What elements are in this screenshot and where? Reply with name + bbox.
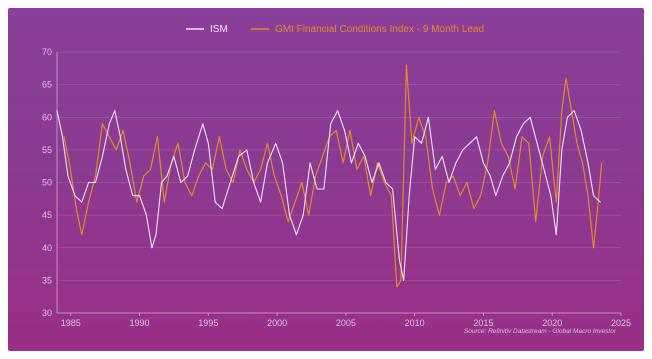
series-line-ism: [56, 110, 601, 281]
chart-panel: 30 35 40 45 50 55 60 65 70 1985 1990 1995 2000 2005 2…: [8, 8, 644, 351]
x-axis-ticks: 1985 1990 1995 2000 2005 2010 2015 2020 2025: [61, 313, 631, 328]
y-tick-label: 45: [42, 210, 52, 220]
legend: ISM GMI Financial Conditions Index - 9 M…: [186, 24, 484, 35]
x-tick-label: 2025: [611, 318, 631, 328]
axes: [56, 52, 621, 314]
x-tick-label: 2010: [405, 318, 425, 328]
x-tick-label: 1985: [61, 318, 81, 328]
x-tick-label: 2015: [473, 318, 493, 328]
y-tick-label: 40: [42, 243, 52, 253]
y-tick-label: 30: [42, 308, 52, 318]
source-note: Source: Refinitiv Datastream - Global Ma…: [464, 328, 617, 335]
series-lines: [56, 64, 603, 288]
y-tick-label: 35: [42, 275, 52, 285]
legend-label-ism: ISM: [210, 24, 228, 35]
y-tick-label: 50: [42, 178, 52, 188]
legend-label-gmi: GMI Financial Conditions Index - 9 Month…: [275, 24, 484, 35]
x-tick-label: 2000: [267, 318, 287, 328]
series-line-gmi: [63, 64, 603, 288]
y-tick-label: 70: [42, 47, 52, 57]
x-tick-label: 2020: [542, 318, 562, 328]
grid-lines: [57, 51, 621, 314]
x-tick-label: 1990: [130, 318, 150, 328]
y-tick-label: 55: [42, 145, 52, 155]
x-tick-label: 1995: [198, 318, 218, 328]
y-tick-label: 65: [42, 80, 52, 90]
line-chart: 30 35 40 45 50 55 60 65 70 1985 1990 1995 2000 2005 2…: [42, 24, 631, 335]
x-tick-label: 2005: [336, 318, 356, 328]
y-tick-label: 60: [42, 112, 52, 122]
y-axis-ticks: 30 35 40 45 50 55 60 65 70: [42, 47, 52, 318]
